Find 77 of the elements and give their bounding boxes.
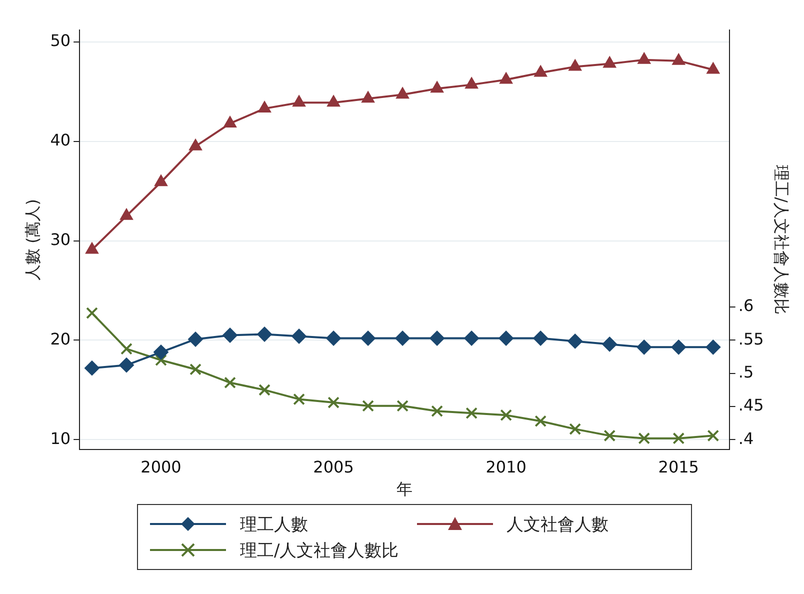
point	[188, 138, 202, 150]
y2-tick-label: .4	[738, 428, 754, 448]
x-tick-label: 2005	[313, 457, 354, 476]
point	[672, 432, 685, 444]
point	[360, 330, 376, 346]
y2-tick-label: .55	[738, 329, 764, 348]
point	[120, 208, 134, 220]
point	[602, 336, 618, 352]
point	[464, 330, 480, 346]
point	[706, 340, 721, 355]
point	[568, 59, 582, 71]
y-tick-label: 10	[50, 428, 71, 448]
point	[396, 87, 410, 99]
point	[223, 116, 237, 128]
point	[396, 400, 409, 412]
point	[257, 326, 272, 342]
point	[466, 407, 478, 420]
point	[671, 340, 686, 355]
point	[85, 242, 99, 254]
y2-tick-label: .6	[738, 296, 754, 316]
point	[86, 307, 98, 319]
point	[534, 415, 547, 428]
point	[361, 91, 375, 103]
point	[500, 72, 513, 84]
point	[84, 360, 100, 376]
point	[258, 101, 272, 113]
point	[706, 62, 720, 74]
point	[155, 354, 167, 366]
point	[326, 330, 342, 346]
y-tick-label: 20	[50, 329, 71, 348]
point	[120, 342, 132, 355]
y-axis-title: 人數 (萬人)	[22, 199, 42, 281]
point	[636, 340, 652, 355]
point	[638, 52, 651, 64]
point	[430, 81, 444, 93]
point	[222, 328, 238, 343]
point	[292, 328, 307, 344]
point	[293, 393, 305, 406]
y2-tick-label: .45	[738, 396, 764, 415]
point	[292, 95, 306, 107]
point	[568, 334, 583, 349]
x-tick-label: 2000	[140, 457, 182, 476]
point	[395, 330, 410, 346]
y-tick-label: 40	[50, 130, 71, 150]
legend-label: 理工/人文社會人數比	[240, 540, 399, 562]
point	[534, 65, 548, 77]
y-tick-label: 30	[50, 230, 71, 249]
point	[500, 409, 512, 422]
point	[118, 358, 134, 373]
point	[465, 77, 478, 89]
point	[569, 423, 582, 435]
point	[638, 432, 650, 444]
point	[224, 376, 236, 389]
point	[188, 332, 204, 347]
point	[190, 363, 202, 376]
point	[258, 384, 270, 396]
x-axis-title: 年	[396, 480, 412, 499]
y-tick-label: 50	[50, 31, 71, 50]
point	[498, 330, 514, 346]
point	[672, 53, 686, 65]
legend-label: 理工人數	[240, 514, 308, 536]
point	[603, 56, 616, 68]
point	[326, 95, 340, 107]
x-tick-label: 2010	[486, 457, 526, 476]
point	[328, 396, 340, 408]
point	[154, 174, 168, 186]
point	[604, 430, 616, 442]
legend-label: 人文社會人數	[506, 514, 608, 536]
x-tick-label: 2015	[658, 457, 699, 476]
y2-tick-label: .5	[738, 362, 754, 382]
point	[431, 405, 444, 418]
y2-axis-title: 理工/人文社會人數比	[772, 165, 792, 314]
point	[533, 330, 548, 346]
point	[154, 344, 168, 360]
point	[430, 330, 445, 346]
point	[362, 400, 374, 412]
point	[707, 430, 720, 442]
